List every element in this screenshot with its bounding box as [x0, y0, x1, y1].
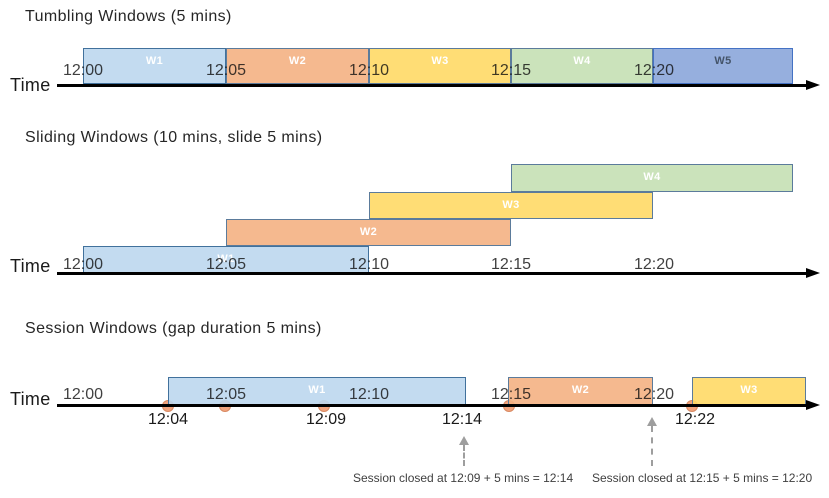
window-label: W5	[714, 55, 732, 67]
session-close-arrow-icon	[459, 436, 469, 466]
arrow-shaft	[651, 426, 653, 466]
session-close-arrow-icon	[647, 417, 657, 466]
session-time-tick-label: 12:10	[348, 386, 390, 403]
tumbling-time-tick-label: 12:15	[490, 62, 532, 79]
tumbling-time-tick-label: 12:05	[205, 62, 247, 79]
window-label: W2	[288, 55, 307, 67]
tumbling-time-tick-label: 12:00	[62, 62, 104, 79]
sliding-time-tick-label: 12:05	[205, 256, 247, 273]
sliding-section-title: Sliding Windows (10 mins, slide 5 mins)	[25, 129, 323, 146]
session-close-annotation: Session closed at 12:09 + 5 mins = 12:14	[353, 471, 574, 485]
session-time-axis-line	[57, 404, 806, 407]
window-label: W3	[740, 384, 758, 396]
window-label: W2	[571, 384, 590, 396]
tumbling-window-w2: W2	[226, 48, 369, 84]
sliding-time-tick-label: 12:20	[633, 256, 675, 273]
session-window-w1: W1	[168, 377, 466, 405]
window-label: W2	[359, 226, 378, 238]
tumbling-time-axis-label: Time	[10, 75, 51, 95]
window-label: W3	[502, 199, 520, 211]
sliding-time-axis-line	[57, 272, 806, 275]
tumbling-window-w3: W3	[369, 48, 511, 84]
tumbling-window-w5: W5	[653, 48, 793, 84]
arrow-head	[647, 417, 657, 426]
arrow-shaft	[463, 445, 465, 466]
sliding-time-axis-arrow-icon	[806, 268, 820, 278]
session-window-w2: W2	[508, 377, 653, 405]
window-label: W1	[308, 384, 326, 396]
tumbling-window-w1: W1	[83, 48, 226, 84]
window-label: W4	[643, 171, 661, 183]
arrow-head	[459, 436, 469, 445]
session-time-axis-label: Time	[10, 389, 51, 409]
session-close-annotation: Session closed at 12:15 + 5 mins = 12:20	[592, 471, 813, 485]
session-event-time-label: 12:14	[441, 411, 483, 428]
window-label: W3	[431, 55, 449, 67]
sliding-time-tick-label: 12:10	[348, 256, 390, 273]
session-time-tick-label: 12:15	[490, 386, 532, 403]
session-time-axis-arrow-icon	[806, 400, 820, 410]
session-section-title: Session Windows (gap duration 5 mins)	[25, 320, 322, 337]
window-label: W4	[573, 55, 591, 67]
tumbling-window-w4: W4	[511, 48, 653, 84]
session-time-tick-label: 12:00	[62, 386, 104, 403]
sliding-time-tick-label: 12:15	[490, 256, 532, 273]
tumbling-time-tick-label: 12:10	[348, 62, 390, 79]
window-label: W1	[145, 55, 164, 67]
session-event-time-label: 12:04	[147, 411, 189, 428]
window-label: W1	[217, 253, 235, 265]
sliding-window-w4: W4	[511, 164, 793, 192]
sliding-time-tick-label: 12:00	[62, 256, 104, 273]
session-event-time-label: 12:22	[674, 411, 716, 428]
session-time-tick-label: 12:20	[633, 386, 675, 403]
tumbling-time-tick-label: 12:20	[633, 62, 675, 79]
sliding-window-w2: W2	[226, 219, 511, 246]
tumbling-section-title: Tumbling Windows (5 mins)	[25, 8, 232, 25]
sliding-time-axis-label: Time	[10, 256, 51, 276]
tumbling-time-axis-arrow-icon	[806, 80, 820, 90]
sliding-window-w3: W3	[369, 192, 653, 219]
session-time-tick-label: 12:05	[205, 386, 247, 403]
session-window-w3: W3	[692, 377, 806, 405]
tumbling-time-axis-line	[57, 84, 806, 87]
session-event-time-label: 12:09	[305, 411, 347, 428]
